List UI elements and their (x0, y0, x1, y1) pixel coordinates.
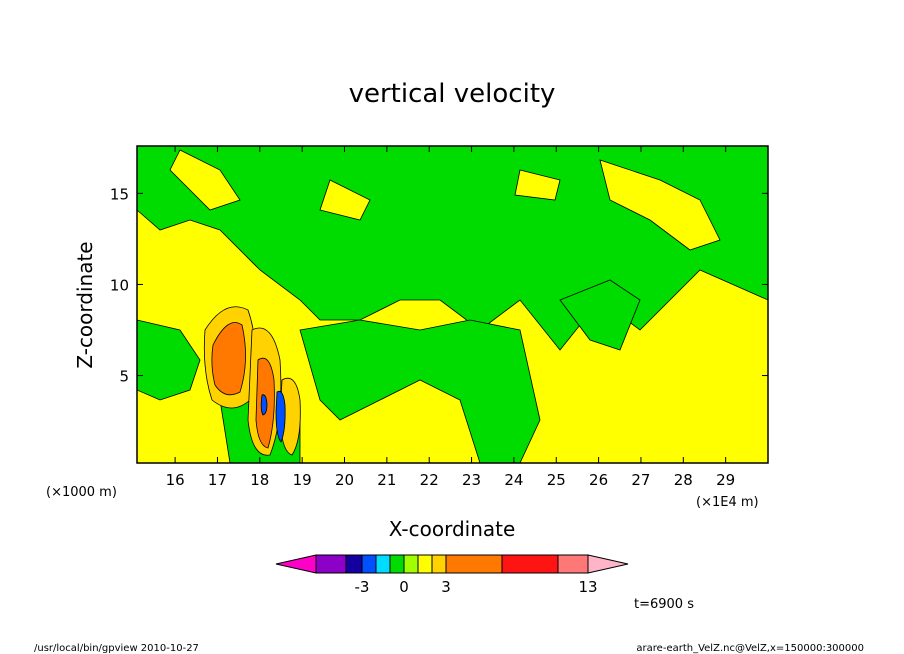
footer-right: arare-earth_VelZ.nc@VelZ,x=150000:300000 (636, 643, 864, 654)
colorbar-swatch (557, 554, 589, 574)
colorbar-swatch (275, 554, 317, 574)
colorbar-swatch (501, 554, 559, 574)
field-region-positive-weak (599, 159, 721, 251)
colorbar-swatch (361, 554, 377, 574)
field-region-downdraft (275, 390, 286, 443)
colorbar-tick-label: -3 (355, 578, 370, 596)
field-region-near-zero (299, 319, 541, 463)
x-tick-label: 21 (377, 471, 396, 489)
x-tick-label: 18 (250, 471, 269, 489)
y-tick-label: 5 (119, 368, 129, 386)
footer-left: /usr/local/bin/gpview 2010-10-27 (34, 643, 199, 654)
x-tick-label: 24 (504, 471, 523, 489)
y-tick-label: 15 (110, 185, 129, 203)
y-tick-label: 10 (110, 276, 129, 294)
colorbar-swatch (345, 554, 363, 574)
colorbar-swatch (375, 554, 391, 574)
field-region-near-zero (137, 319, 201, 401)
colorbar-swatch (431, 554, 447, 574)
x-tick-label: 28 (674, 471, 693, 489)
field-region-near-zero (559, 279, 641, 351)
colorbar-swatch (587, 554, 629, 574)
x-tick-label: 23 (462, 471, 481, 489)
field-region-downdraft (260, 394, 268, 416)
colorbar-swatch (315, 554, 347, 574)
x-tick-label: 27 (631, 471, 650, 489)
colorbar-swatch (389, 554, 405, 574)
x-axis-label: X-coordinate (389, 517, 516, 541)
x-tick-label: 26 (589, 471, 608, 489)
chart-title: vertical velocity (349, 79, 556, 109)
field-region-positive-weak (514, 169, 561, 201)
colorbar-swatch (445, 554, 503, 574)
x-unit-left: (×1000 m) (46, 485, 117, 500)
colorbar-swatch (403, 554, 419, 574)
field-region-updraft-moderate (279, 377, 301, 456)
colorbar-tick-label: 0 (399, 578, 409, 596)
x-tick-label: 29 (716, 471, 735, 489)
plot-area (137, 146, 768, 463)
plot-frame (136, 145, 769, 464)
field-region-updraft-strong (211, 322, 246, 396)
x-tick-label: 19 (293, 471, 312, 489)
x-tick-label: 20 (335, 471, 354, 489)
colorbar-tick-label: 13 (578, 578, 597, 596)
x-unit-right: (×1E4 m) (696, 495, 759, 510)
y-axis-label: Z-coordinate (73, 241, 97, 368)
field-region-positive-weak (319, 179, 371, 221)
x-tick-label: 16 (166, 471, 185, 489)
time-annotation: t=6900 s (634, 597, 694, 612)
x-tick-label: 17 (208, 471, 227, 489)
colorbar-swatch (417, 554, 433, 574)
colorbar-tick-label: 3 (441, 578, 451, 596)
field-region-positive-weak (169, 149, 241, 211)
colorbar (275, 554, 629, 574)
x-tick-label: 25 (547, 471, 566, 489)
x-tick-label: 22 (420, 471, 439, 489)
